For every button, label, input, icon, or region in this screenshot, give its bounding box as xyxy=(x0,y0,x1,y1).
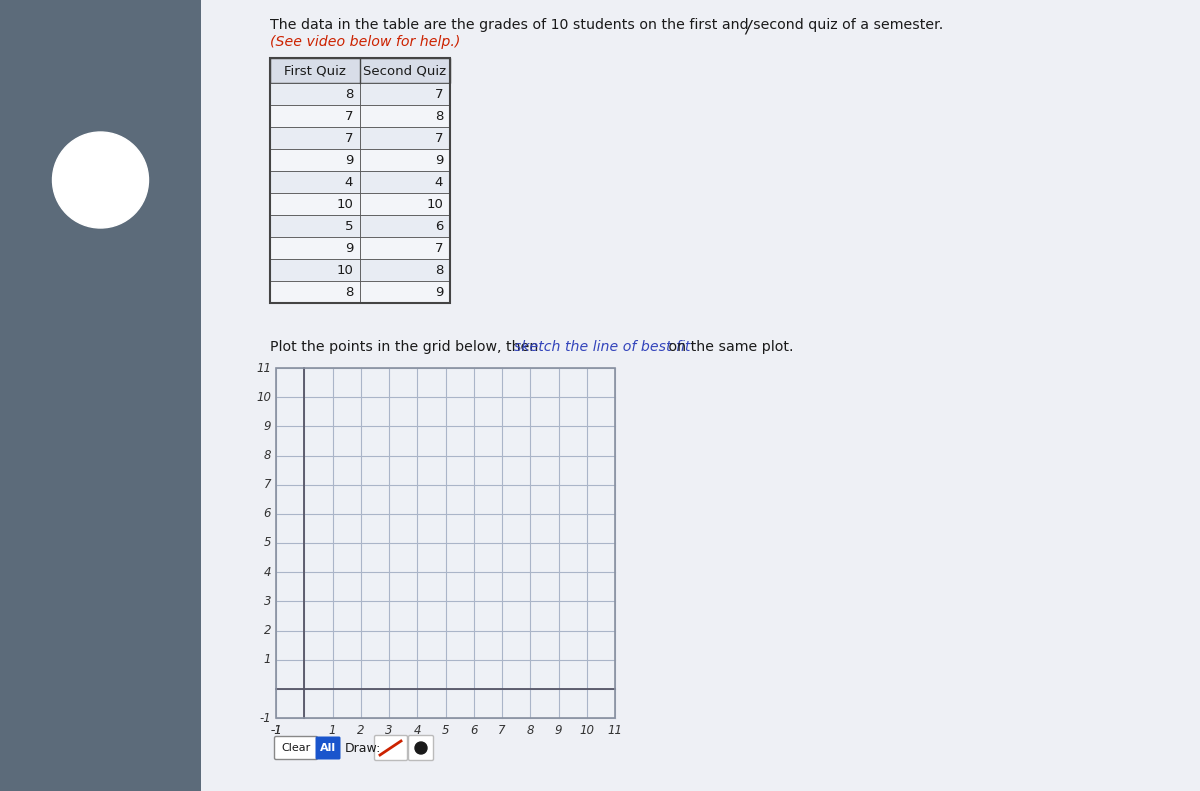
Text: 7: 7 xyxy=(264,479,271,491)
Text: 9: 9 xyxy=(554,724,563,737)
Text: 11: 11 xyxy=(256,361,271,374)
Text: 5: 5 xyxy=(344,219,353,233)
Bar xyxy=(270,58,450,303)
Text: 7: 7 xyxy=(434,131,443,145)
Text: on the same plot.: on the same plot. xyxy=(664,340,793,354)
Text: 2: 2 xyxy=(264,624,271,637)
Circle shape xyxy=(53,132,149,228)
Bar xyxy=(270,259,360,281)
Text: 10: 10 xyxy=(580,724,594,737)
Text: Draw:: Draw: xyxy=(346,741,382,755)
Text: 3: 3 xyxy=(385,724,392,737)
Text: 10: 10 xyxy=(426,198,443,210)
Bar xyxy=(360,83,450,105)
Bar xyxy=(360,237,450,259)
Text: 4: 4 xyxy=(434,176,443,188)
Bar xyxy=(360,281,450,303)
Bar xyxy=(360,259,450,281)
Text: 8: 8 xyxy=(434,263,443,277)
Bar xyxy=(270,127,360,149)
Bar xyxy=(360,149,450,171)
Text: 8: 8 xyxy=(434,109,443,123)
Bar xyxy=(276,368,616,718)
Text: All: All xyxy=(320,743,336,753)
Bar xyxy=(270,237,360,259)
Text: The data in the table are the grades of 10 students on the first and second quiz: The data in the table are the grades of … xyxy=(270,18,943,32)
Text: -1: -1 xyxy=(270,724,282,737)
Text: 8: 8 xyxy=(264,449,271,462)
Bar xyxy=(270,193,360,215)
Bar xyxy=(270,171,360,193)
Bar xyxy=(360,105,450,127)
Text: Second Quiz: Second Quiz xyxy=(364,64,446,77)
FancyBboxPatch shape xyxy=(275,736,318,759)
Text: First Quiz: First Quiz xyxy=(284,64,346,77)
Text: 9: 9 xyxy=(264,420,271,433)
Bar xyxy=(360,171,450,193)
Text: Clear: Clear xyxy=(281,743,311,753)
Text: 9: 9 xyxy=(434,153,443,166)
Text: 7: 7 xyxy=(434,88,443,100)
Bar xyxy=(0,0,202,791)
Text: 1: 1 xyxy=(264,653,271,666)
Text: 10: 10 xyxy=(336,263,353,277)
Bar xyxy=(270,281,360,303)
Text: 10: 10 xyxy=(256,391,271,403)
Text: 9: 9 xyxy=(344,153,353,166)
Bar xyxy=(276,368,616,718)
Text: 1: 1 xyxy=(329,724,336,737)
Bar xyxy=(270,149,360,171)
Text: 10: 10 xyxy=(336,198,353,210)
Text: 5: 5 xyxy=(442,724,449,737)
Text: 6: 6 xyxy=(470,724,478,737)
Text: 2: 2 xyxy=(358,724,365,737)
Text: 7: 7 xyxy=(344,109,353,123)
Bar xyxy=(270,58,450,83)
FancyBboxPatch shape xyxy=(408,736,433,760)
Bar xyxy=(202,0,1200,791)
Bar xyxy=(360,127,450,149)
Text: 7: 7 xyxy=(344,131,353,145)
Text: /: / xyxy=(745,18,751,36)
Text: 6: 6 xyxy=(434,219,443,233)
Bar xyxy=(270,105,360,127)
Text: Plot the points in the grid below, then: Plot the points in the grid below, then xyxy=(270,340,542,354)
Circle shape xyxy=(415,742,427,754)
Text: 5: 5 xyxy=(264,536,271,550)
Text: 6: 6 xyxy=(264,507,271,520)
Text: 7: 7 xyxy=(434,241,443,255)
Text: 4: 4 xyxy=(264,566,271,579)
Text: 7: 7 xyxy=(498,724,505,737)
Text: 11: 11 xyxy=(607,724,623,737)
FancyBboxPatch shape xyxy=(374,736,408,760)
Bar xyxy=(360,215,450,237)
Text: 8: 8 xyxy=(344,88,353,100)
Text: 4: 4 xyxy=(414,724,421,737)
Text: (See video below for help.): (See video below for help.) xyxy=(270,35,461,49)
Text: 8: 8 xyxy=(344,286,353,298)
Text: 9: 9 xyxy=(434,286,443,298)
Text: sketch the line of best fit: sketch the line of best fit xyxy=(514,340,690,354)
Bar xyxy=(270,83,360,105)
Text: 9: 9 xyxy=(344,241,353,255)
Bar xyxy=(270,215,360,237)
Bar xyxy=(360,193,450,215)
Text: 3: 3 xyxy=(264,595,271,607)
Text: -1: -1 xyxy=(259,711,271,725)
Text: 8: 8 xyxy=(527,724,534,737)
FancyBboxPatch shape xyxy=(316,736,341,759)
Text: 4: 4 xyxy=(344,176,353,188)
Text: -1: -1 xyxy=(270,724,282,737)
